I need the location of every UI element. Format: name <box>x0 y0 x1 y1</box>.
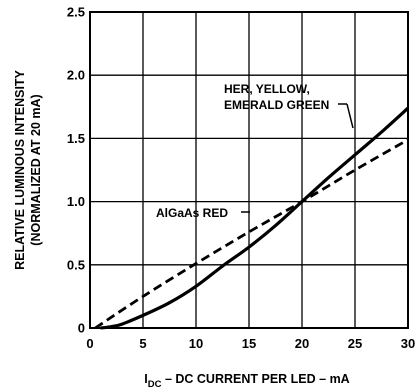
x-tick-label-3: 15 <box>242 336 256 351</box>
y-tick-label-2: 1.0 <box>67 194 85 209</box>
annotation-her-line-1: HER, YELLOW, <box>224 82 310 96</box>
series-lines <box>94 106 410 330</box>
y-axis-label-line-1: RELATIVE LUMINOUS INTENSITY <box>13 69 27 269</box>
x-axis-label: IDC – DC CURRENT PER LED – mA <box>144 372 349 390</box>
y-tick-label-1: 0.5 <box>67 257 85 272</box>
annotation-her-pointer <box>346 103 354 129</box>
annotation-her-line-2: EMERALD GREEN <box>224 98 329 112</box>
x-axis-label-subscript: DC <box>148 379 162 390</box>
grid <box>90 12 408 328</box>
x-tick-label-1: 5 <box>139 336 146 351</box>
tick-labels: 0 5 10 15 20 25 30 0 0.5 1.0 1.5 2.0 2.5 <box>67 5 415 352</box>
x-tick-label-2: 10 <box>189 336 203 351</box>
y-tick-label-5: 2.5 <box>67 5 85 20</box>
x-axis-label-rest: – DC CURRENT PER LED – mA <box>161 372 349 386</box>
x-tick-label-0: 0 <box>86 336 93 351</box>
x-tick-label-6: 30 <box>401 336 415 351</box>
x-tick-label-5: 25 <box>348 336 362 351</box>
annotation-algaas-red: AlGaAs RED <box>156 206 250 220</box>
series-line-1 <box>94 138 409 330</box>
plot-frame <box>89 11 409 329</box>
y-tick-label-4: 2.0 <box>67 68 85 83</box>
y-tick-label-3: 1.5 <box>67 131 85 146</box>
annotation-her-yellow-emerald-green: HER, YELLOW, EMERALD GREEN <box>224 82 354 129</box>
y-tick-label-0: 0 <box>78 321 85 336</box>
y-axis-label-line-2: (NORMALIZED AT 20 mA) <box>29 94 43 245</box>
x-tick-label-4: 20 <box>295 336 309 351</box>
x-axis-label-main: I <box>144 372 147 386</box>
series-line-0 <box>100 106 410 330</box>
annotation-algaas-label: AlGaAs RED <box>156 206 228 220</box>
